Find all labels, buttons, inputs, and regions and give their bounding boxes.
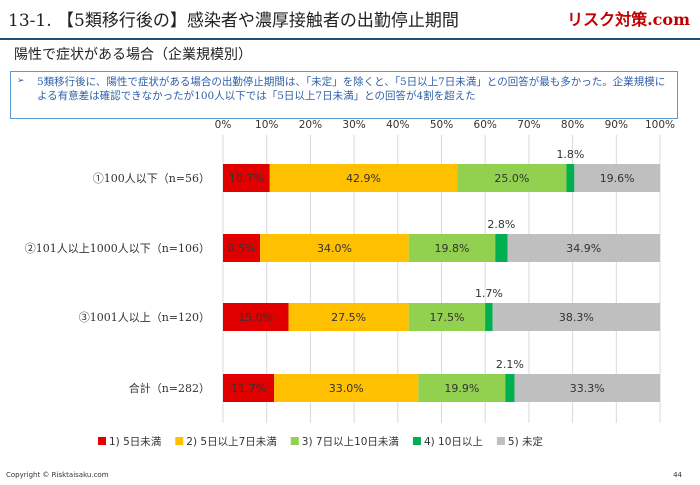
data-label: 8.5% xyxy=(228,242,256,255)
data-label: 11.7% xyxy=(231,382,266,395)
bar-segment xyxy=(274,374,419,402)
data-label: 2.8% xyxy=(487,218,515,231)
bar-segment xyxy=(514,374,660,402)
data-label: 42.9% xyxy=(346,172,381,185)
bar-segment xyxy=(507,234,660,262)
legend-label: 2) 5日以上7日未満 xyxy=(186,436,277,448)
stacked-bar-chart: 0% 10% 20% 30% 40% 50% 60% 70% 80% 90% 100% ①100人以下… xyxy=(25,119,675,448)
x-tick-label: 20% xyxy=(299,119,322,131)
data-label: 33.0% xyxy=(329,382,364,395)
bar-segment xyxy=(260,234,409,262)
data-label: 17.5% xyxy=(429,311,464,324)
x-tick-label: 60% xyxy=(474,119,497,131)
x-tick-label: 0% xyxy=(215,119,232,131)
bar-segment xyxy=(566,164,575,192)
data-label: 38.3% xyxy=(559,311,594,324)
x-tick-label: 30% xyxy=(342,119,365,131)
data-label: 10.7% xyxy=(229,172,264,185)
data-label: 34.0% xyxy=(317,242,352,255)
x-tick-label: 90% xyxy=(605,119,628,131)
bar-segment xyxy=(418,374,506,402)
category-label: 合計（n=282） xyxy=(129,381,210,395)
data-label: 19.9% xyxy=(444,382,479,395)
page-number: 44 xyxy=(673,471,682,479)
title-divider xyxy=(0,38,700,40)
bar-segment xyxy=(505,374,515,402)
category-label: ①100人以下（n=56） xyxy=(93,172,210,185)
x-tick-label: 100% xyxy=(645,119,675,131)
legend-label: 5) 未定 xyxy=(508,435,544,448)
bar-segment xyxy=(408,234,496,262)
data-label: 27.5% xyxy=(331,311,366,324)
bar-segment xyxy=(492,303,660,331)
brand-logo: リスク対策.com xyxy=(567,10,690,29)
bar-segment xyxy=(223,303,289,331)
data-label: 19.6% xyxy=(600,172,635,185)
legend-swatch xyxy=(290,437,299,445)
category-label: ②101人以上1000人以下（n=106） xyxy=(25,242,210,255)
x-tick-label: 40% xyxy=(386,119,409,131)
summary-text: 5類移行後に、陽性で症状がある場合の出勤停止期間は、「未定」を除くと、「5日以上… xyxy=(37,76,666,102)
bar-segment xyxy=(269,164,458,192)
legend-label: 3) 7日以上10日未満 xyxy=(302,436,400,448)
legend-label: 4) 10日以上 xyxy=(424,436,483,448)
bar-segment xyxy=(223,374,275,402)
bar-segment xyxy=(288,303,409,331)
data-label: 2.1% xyxy=(496,358,524,371)
x-tick-label: 10% xyxy=(255,119,278,131)
legend-swatch xyxy=(98,437,106,445)
bar-segment xyxy=(495,234,508,262)
x-tick-label: 70% xyxy=(517,119,540,131)
legend-label: 1) 5日未満 xyxy=(109,436,162,448)
bar-segment xyxy=(408,303,486,331)
data-label: 1.7% xyxy=(475,287,503,300)
bar-segment xyxy=(223,234,261,262)
data-label: 19.8% xyxy=(435,242,470,255)
bar-segment xyxy=(457,164,567,192)
copyright-text: Copyright © Risktaisaku.com xyxy=(6,471,109,479)
bar-segment xyxy=(223,164,270,192)
data-label: 15.0% xyxy=(238,311,273,324)
x-tick-label: 80% xyxy=(561,119,584,131)
page-title: 13-1. 【5類移行後の】感染者や濃厚接触者の出勤停止期間 xyxy=(8,11,459,31)
x-tick-label: 50% xyxy=(430,119,453,131)
legend-swatch xyxy=(496,437,505,445)
data-label: 33.3% xyxy=(570,382,605,395)
page-subtitle: 陽性で症状がある場合（企業規模別） xyxy=(14,47,252,63)
arrow-bullet-icon: ➢ xyxy=(17,76,25,86)
legend-swatch xyxy=(175,437,184,445)
legend-swatch xyxy=(412,437,421,445)
summary-note: ➢ 5類移行後に、陽性で症状がある場合の出勤停止期間は、「未定」を除くと、「5日… xyxy=(10,71,678,119)
bar-segment xyxy=(485,303,493,331)
data-label: 1.8% xyxy=(556,148,584,161)
bar-segment xyxy=(574,164,660,192)
data-label: 25.0% xyxy=(494,172,529,185)
category-label: ③1001人以上（n=120） xyxy=(79,311,210,324)
data-label: 34.9% xyxy=(566,242,601,255)
title-bar: 13-1. 【5類移行後の】感染者や濃厚接触者の出勤停止期間 リスク対策.com xyxy=(0,0,700,40)
